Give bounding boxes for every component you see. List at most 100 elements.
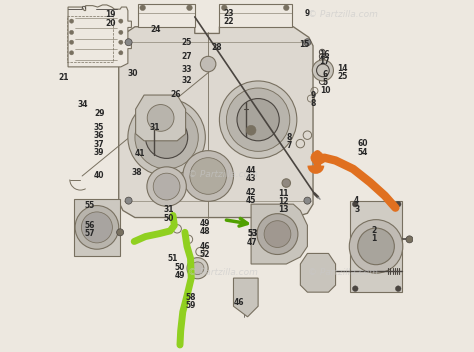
Text: 9: 9 xyxy=(305,9,310,18)
Text: 52: 52 xyxy=(200,250,210,259)
Text: 60: 60 xyxy=(358,139,368,148)
Circle shape xyxy=(70,19,73,23)
Polygon shape xyxy=(68,5,131,67)
Text: 11: 11 xyxy=(278,189,289,198)
Circle shape xyxy=(153,173,180,200)
Text: 8: 8 xyxy=(286,133,292,142)
Text: 23: 23 xyxy=(224,9,234,18)
Polygon shape xyxy=(350,201,402,292)
Circle shape xyxy=(128,99,205,176)
Text: 36: 36 xyxy=(94,131,104,140)
Text: 26: 26 xyxy=(170,90,181,99)
Text: 12: 12 xyxy=(278,197,289,206)
Circle shape xyxy=(219,81,297,158)
Text: 59: 59 xyxy=(185,301,196,310)
Text: 31: 31 xyxy=(149,123,160,132)
Text: 15: 15 xyxy=(299,40,309,49)
Circle shape xyxy=(187,5,192,11)
Circle shape xyxy=(82,212,112,243)
Text: 50: 50 xyxy=(174,263,185,272)
Text: 43: 43 xyxy=(246,174,256,183)
Text: 35: 35 xyxy=(94,123,104,132)
Text: © Partzilla.com: © Partzilla.com xyxy=(188,268,258,277)
Text: 34: 34 xyxy=(78,100,88,109)
Circle shape xyxy=(304,197,311,204)
Circle shape xyxy=(135,106,198,169)
Text: 17: 17 xyxy=(319,57,329,67)
Polygon shape xyxy=(138,4,195,27)
Circle shape xyxy=(311,151,324,164)
Text: 51: 51 xyxy=(168,254,178,263)
Circle shape xyxy=(125,39,132,46)
Circle shape xyxy=(264,221,291,247)
Text: 46: 46 xyxy=(200,242,210,251)
Circle shape xyxy=(118,40,123,44)
Text: 40: 40 xyxy=(94,171,104,181)
Circle shape xyxy=(147,167,186,206)
Polygon shape xyxy=(251,204,308,264)
Circle shape xyxy=(257,214,298,254)
Text: 53: 53 xyxy=(247,229,258,238)
Text: 3: 3 xyxy=(354,205,359,214)
Circle shape xyxy=(190,158,227,194)
Circle shape xyxy=(187,258,208,279)
Text: 25: 25 xyxy=(182,38,192,48)
Text: 41: 41 xyxy=(135,149,146,158)
Circle shape xyxy=(282,179,291,187)
Circle shape xyxy=(146,116,188,158)
Text: 21: 21 xyxy=(59,73,69,82)
Circle shape xyxy=(147,105,174,131)
Circle shape xyxy=(237,99,279,141)
Circle shape xyxy=(118,51,123,55)
Polygon shape xyxy=(136,95,186,141)
Text: 7: 7 xyxy=(286,141,292,150)
Circle shape xyxy=(283,5,289,11)
Text: 30: 30 xyxy=(128,69,138,78)
Polygon shape xyxy=(301,253,336,292)
Circle shape xyxy=(140,5,146,11)
Text: 27: 27 xyxy=(182,52,192,61)
Circle shape xyxy=(312,60,333,81)
Text: 32: 32 xyxy=(182,76,192,86)
Text: 25: 25 xyxy=(337,72,348,81)
Text: 29: 29 xyxy=(94,109,105,118)
Circle shape xyxy=(227,88,290,151)
Text: 16: 16 xyxy=(319,50,329,59)
Polygon shape xyxy=(234,278,258,317)
Text: 44: 44 xyxy=(246,166,256,175)
Circle shape xyxy=(353,201,358,207)
Text: 9: 9 xyxy=(310,91,316,100)
Text: 20: 20 xyxy=(105,19,116,29)
Circle shape xyxy=(246,125,256,135)
Text: 4: 4 xyxy=(354,196,359,205)
Text: 39: 39 xyxy=(94,148,104,157)
Text: © Partzilla.com: © Partzilla.com xyxy=(188,170,258,179)
Text: 33: 33 xyxy=(182,65,192,74)
Circle shape xyxy=(183,151,234,201)
Text: 24: 24 xyxy=(151,25,161,34)
Circle shape xyxy=(201,56,216,72)
Circle shape xyxy=(304,39,311,46)
Text: 56: 56 xyxy=(85,221,95,231)
Text: 2: 2 xyxy=(372,226,377,235)
Text: 47: 47 xyxy=(247,238,258,247)
Circle shape xyxy=(353,286,358,291)
Circle shape xyxy=(349,220,403,273)
Text: 42: 42 xyxy=(246,188,256,197)
Text: 45: 45 xyxy=(246,196,256,205)
Text: 37: 37 xyxy=(94,140,104,149)
Text: 8: 8 xyxy=(310,99,316,108)
Circle shape xyxy=(118,30,123,34)
Circle shape xyxy=(118,19,123,23)
Text: 48: 48 xyxy=(199,227,210,236)
Text: 31: 31 xyxy=(163,205,173,214)
Circle shape xyxy=(117,229,124,236)
Circle shape xyxy=(406,236,413,243)
Text: 50: 50 xyxy=(163,214,173,223)
Polygon shape xyxy=(73,199,120,256)
Text: 46: 46 xyxy=(234,297,244,307)
Text: 57: 57 xyxy=(85,229,95,238)
Text: 1: 1 xyxy=(372,234,377,243)
Circle shape xyxy=(125,197,132,204)
Circle shape xyxy=(70,40,73,44)
